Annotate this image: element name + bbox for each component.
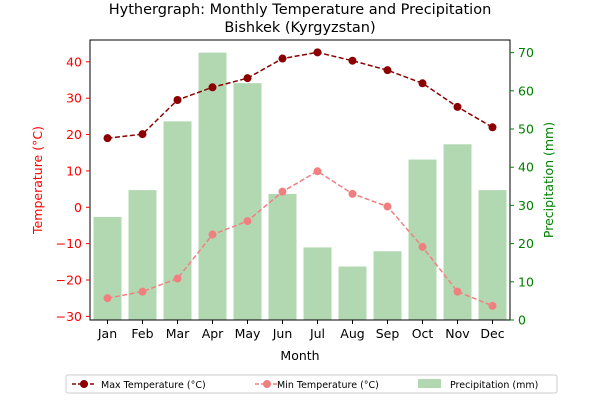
left-y-tick-label: 30 <box>66 91 82 106</box>
right-y-tick-label: 30 <box>518 198 534 213</box>
x-tick-label: Aug <box>340 326 364 341</box>
left-y-axis-label: Temperature (°C) <box>30 126 45 235</box>
min-temp-point <box>313 167 322 176</box>
left-y-tick-label: 20 <box>66 127 82 142</box>
x-tick-label: May <box>235 326 261 341</box>
temperature-lines <box>103 48 497 310</box>
legend-max-marker <box>80 380 88 388</box>
right-y-axis-label: Precipitation (mm) <box>541 122 556 238</box>
left-y-tick-label: −10 <box>56 236 82 251</box>
precipitation-bar <box>93 216 122 320</box>
right-y-tick-label: 10 <box>518 274 534 289</box>
min-temp-point <box>103 294 112 303</box>
x-tick-label: Jan <box>97 326 117 341</box>
min-temp-point <box>173 274 182 283</box>
precipitation-bar <box>303 247 332 320</box>
max-temp-point <box>278 54 287 63</box>
x-tick-label: Jun <box>272 326 293 341</box>
min-temp-point <box>278 187 287 196</box>
x-axis-label: Month <box>280 348 319 363</box>
legend-precip-label: Precipitation (mm) <box>450 380 538 391</box>
precipitation-bar <box>478 190 507 320</box>
precipitation-bars <box>93 52 507 321</box>
legend-precip-swatch <box>418 379 441 388</box>
x-tick-label: Nov <box>445 326 470 341</box>
max-temp-point <box>103 134 112 143</box>
x-tick-label: Oct <box>412 326 434 341</box>
max-temp-point <box>208 83 217 92</box>
max-temp-point <box>453 102 462 111</box>
chart-subtitle: Bishkek (Kyrgyzstan) <box>224 20 375 36</box>
left-y-tick-label: −30 <box>56 309 82 324</box>
legend-min-label: Min Temperature (°C) <box>277 380 379 391</box>
right-y-tick-label: 50 <box>518 122 534 137</box>
right-y-axis: 0 10 20 30 40 50 60 70 <box>510 45 534 328</box>
x-axis: Jan Feb Mar Apr May Jun Jul Aug Sep Oct Nov Dec <box>97 320 505 341</box>
legend: Max Temperature (°C) Min Temperature (°C… <box>65 374 558 394</box>
legend-max-label: Max Temperature (°C) <box>101 380 206 391</box>
x-tick-label: Sep <box>376 326 400 341</box>
left-y-tick-label: −20 <box>56 273 82 288</box>
max-temp-point <box>243 74 252 83</box>
x-tick-label: Feb <box>131 326 153 341</box>
min-temp-point <box>418 242 427 251</box>
precipitation-bar <box>373 251 402 320</box>
max-temp-point <box>383 66 392 75</box>
x-tick-label: Jul <box>309 326 325 341</box>
right-y-tick-label: 60 <box>518 83 534 98</box>
max-temp-line <box>107 51 493 139</box>
x-tick-label: Apr <box>202 326 224 341</box>
precipitation-bar <box>163 121 192 320</box>
x-tick-label: Mar <box>166 326 190 341</box>
right-y-tick-label: 40 <box>518 160 534 175</box>
right-y-tick-label: 20 <box>518 236 534 251</box>
min-temp-point <box>243 217 252 226</box>
left-y-tick-label: 40 <box>66 54 82 69</box>
min-temp-line <box>107 170 493 307</box>
min-temp-point <box>383 202 392 211</box>
min-temp-point <box>488 301 497 310</box>
precipitation-bar <box>408 159 437 320</box>
precipitation-bar <box>233 83 262 321</box>
precipitation-bar <box>128 190 157 320</box>
max-temp-point <box>488 123 497 132</box>
max-temp-point <box>138 130 147 139</box>
max-temp-point <box>173 96 182 104</box>
precipitation-bar <box>268 193 297 320</box>
max-temp-point <box>313 48 322 57</box>
left-y-axis: −30 −20 −10 0 10 20 30 40 <box>56 54 90 324</box>
precipitation-bar <box>198 52 227 321</box>
left-y-tick-label: 0 <box>74 200 82 215</box>
left-y-tick-label: 10 <box>66 163 82 178</box>
right-y-tick-label: 70 <box>518 45 534 60</box>
min-temp-point <box>138 287 147 296</box>
chart-title: Hythergraph: Monthly Temperature and Pre… <box>109 2 492 18</box>
max-temp-point <box>418 79 427 88</box>
min-temp-point <box>208 230 217 239</box>
max-temp-point <box>348 56 357 65</box>
right-y-tick-label: 0 <box>518 313 526 328</box>
precipitation-bar <box>338 266 367 320</box>
min-temp-point <box>348 189 357 198</box>
min-temp-point <box>453 287 462 296</box>
legend-min-marker <box>263 380 271 388</box>
x-tick-label: Dec <box>480 326 504 341</box>
plot-frame <box>89 39 511 321</box>
